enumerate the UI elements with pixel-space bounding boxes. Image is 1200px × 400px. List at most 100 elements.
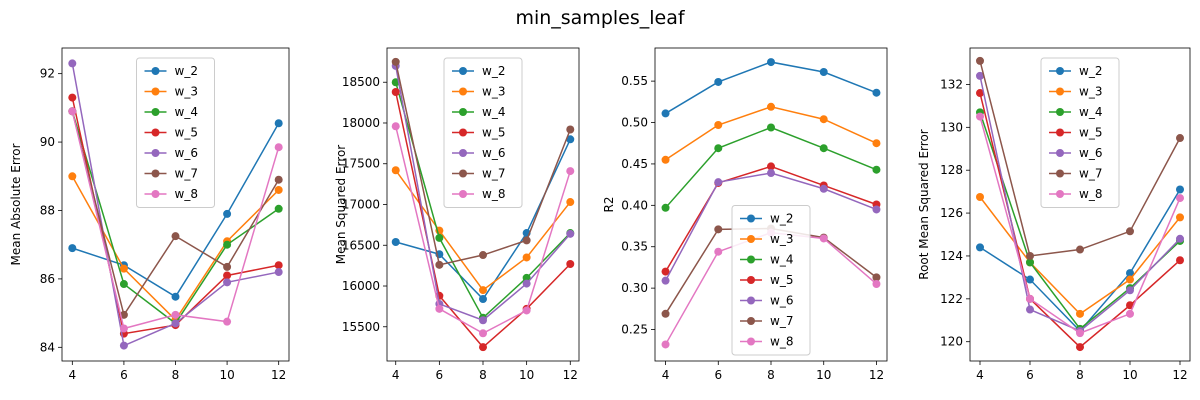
data-point-w_6: [119, 341, 128, 350]
chart-panel-4: 120 122 124 126 128 130 132 4 6 8 10 12 Root Mean Sq…: [917, 47, 1191, 382]
data-point-w_8: [435, 304, 444, 313]
legend-marker-w_2: [459, 67, 467, 75]
y-tick-label: 122: [940, 292, 963, 306]
x-tick-label: 6: [714, 368, 722, 382]
data-point-w_7: [479, 251, 487, 260]
legend-label-w_7: w_7: [175, 167, 198, 181]
data-point-w_7: [522, 236, 531, 245]
y-tick-label: 18000: [342, 116, 380, 130]
legend-marker-w_6: [747, 296, 755, 305]
data-point-w_5: [479, 343, 487, 352]
data-point-w_8: [274, 143, 283, 152]
legend-marker-w_2: [1056, 67, 1064, 75]
x-tick-label: 10: [816, 368, 831, 382]
data-point-w_6: [872, 205, 881, 214]
plot-frame: [654, 47, 888, 362]
legend-marker-w_5: [151, 128, 160, 137]
data-point-w_3: [274, 185, 283, 194]
legend-label-w_8: w_8: [770, 335, 793, 349]
x-tick-label: 8: [767, 368, 775, 382]
data-point-w_2: [872, 88, 881, 97]
y-tick-label: 0.45: [621, 157, 648, 171]
data-point-w_3: [661, 155, 670, 164]
legend-marker-w_5: [747, 276, 755, 284]
legend-label-w_2: w_2: [175, 64, 198, 78]
data-point-w_5: [566, 260, 575, 269]
legend-label-w_6: w_6: [482, 146, 505, 160]
y-tick-label: 0.55: [621, 74, 648, 88]
legend-marker-w_4: [459, 108, 467, 116]
legend-label-w_2: w_2: [482, 64, 505, 78]
legend-marker-w_6: [1056, 149, 1064, 157]
data-point-w_4: [819, 144, 828, 153]
y-axis-label: Root Mean Squared Error: [917, 129, 931, 280]
data-point-w_4: [119, 280, 128, 289]
data-point-w_6: [1026, 305, 1034, 314]
data-point-w_5: [767, 162, 775, 171]
data-point-w_5: [68, 93, 77, 102]
legend-marker-w_4: [151, 108, 160, 116]
data-point-w_7: [1176, 134, 1184, 143]
chart-panel-3: 0.25 0.30 0.35 0.40 0.45 0.50 0.55 4 6 8 10 12 R2 w_2…: [602, 47, 888, 382]
x-tick-label: 4: [68, 368, 76, 382]
y-tick-label: 16000: [342, 279, 380, 293]
data-point-w_4: [872, 165, 881, 174]
data-point-w_8: [872, 279, 881, 288]
data-point-w_6: [566, 229, 575, 238]
series-line-w_2: [979, 189, 1181, 333]
data-point-w_6: [1176, 234, 1184, 243]
legend-marker-w_8: [1056, 190, 1064, 198]
data-point-w_4: [1026, 258, 1034, 267]
data-point-w_4: [223, 240, 232, 249]
data-point-w_5: [391, 88, 400, 97]
y-tick-label: 92: [40, 67, 55, 81]
data-point-w_2: [68, 244, 77, 253]
data-point-w_4: [661, 203, 670, 212]
legend-label-w_8: w_8: [1079, 187, 1102, 201]
data-point-w_8: [119, 324, 128, 333]
data-point-w_7: [1076, 245, 1084, 254]
legend-marker-w_5: [1056, 128, 1064, 137]
data-point-w_5: [1126, 301, 1134, 310]
data-point-w_2: [1126, 269, 1134, 278]
legend-label-w_4: w_4: [482, 105, 505, 119]
legend-marker-w_6: [151, 149, 160, 157]
x-tick-label: 10: [519, 368, 534, 382]
x-tick-label: 12: [1172, 368, 1187, 382]
data-point-w_3: [68, 172, 77, 181]
data-point-w_5: [976, 89, 984, 98]
chart-panel-1: 84 86 88 90 92 4 6 8 10 12 Mean Absolute Error w_2w…: [9, 47, 290, 382]
data-point-w_3: [976, 192, 984, 201]
y-axis-label: Mean Absolute Error: [9, 143, 23, 265]
data-point-w_8: [714, 247, 723, 256]
y-tick-label: 0.30: [621, 281, 648, 295]
data-point-w_8: [1026, 294, 1034, 303]
legend-label-w_3: w_3: [1079, 85, 1102, 99]
data-point-w_6: [274, 268, 283, 277]
x-tick-label: 6: [436, 368, 444, 382]
data-point-w_8: [223, 317, 232, 326]
plot-frame: [386, 47, 580, 362]
y-tick-label: 130: [940, 120, 963, 134]
y-tick-label: 0.35: [621, 240, 648, 254]
data-point-w_7: [976, 56, 984, 65]
data-point-w_4: [714, 144, 723, 153]
legend-label-w_7: w_7: [482, 167, 505, 181]
data-point-w_2: [391, 237, 400, 246]
data-point-w_2: [661, 109, 670, 118]
plot-frame: [61, 47, 290, 362]
y-tick-label: 0.40: [621, 198, 648, 212]
legend-label-w_4: w_4: [1079, 105, 1102, 119]
legend-marker-w_7: [1056, 169, 1064, 178]
data-point-w_7: [435, 260, 444, 269]
data-point-w_3: [767, 102, 775, 111]
legend-label-w_7: w_7: [1079, 167, 1102, 181]
data-point-w_8: [391, 122, 400, 131]
data-point-w_8: [566, 167, 575, 176]
data-point-w_3: [1176, 213, 1184, 222]
legend-label-w_6: w_6: [175, 146, 198, 160]
x-tick-label: 12: [271, 368, 286, 382]
data-point-w_2: [819, 68, 828, 77]
